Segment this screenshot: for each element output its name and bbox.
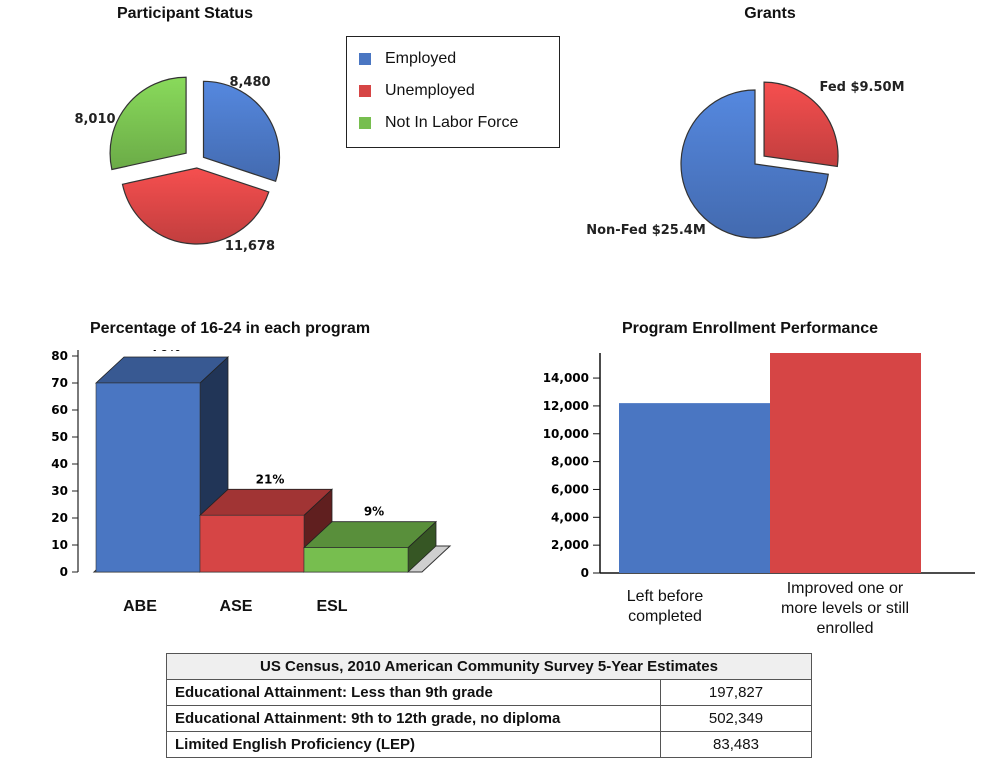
legend-label-not-in-labor-force: Not In Labor Force bbox=[385, 114, 519, 131]
grants-pie: Non-Fed $25.4M Fed $9.50M bbox=[586, 80, 905, 239]
percentage-3d-bar-chart: 0 10 20 30 40 50 60 70 80 70% 21% 9% bbox=[51, 350, 452, 579]
participant-status-title: Participant Status bbox=[116, 5, 254, 22]
census-row-label: Educational Attainment: 9th to 12th grad… bbox=[166, 705, 661, 732]
y-tick-label: 0 bbox=[581, 566, 589, 580]
pie-slice-not-in-labor-force bbox=[109, 76, 187, 171]
y-tick-label: 10 bbox=[51, 538, 68, 552]
y-tick-label: 4,000 bbox=[551, 510, 589, 524]
legend-swatch-employed bbox=[359, 53, 371, 65]
pie-value-label-unemployed: 11,678 bbox=[225, 239, 275, 254]
y-tick-label: 12,000 bbox=[543, 399, 589, 413]
bar-value-label-ase: 21% bbox=[256, 472, 285, 486]
bar-ase bbox=[199, 515, 305, 573]
legend-item-unemployed: Unemployed bbox=[359, 81, 475, 101]
participant-status-pie: 8,480 11,678 8,010 bbox=[74, 75, 281, 254]
enrollment-chart-title: Program Enrollment Performance bbox=[621, 320, 879, 337]
bar-value-label-abe: 70% bbox=[152, 350, 181, 354]
bar-value-label-esl: 9% bbox=[364, 505, 384, 519]
y-tick-label: 20 bbox=[51, 511, 68, 525]
census-row-label: Limited English Proficiency (LEP) bbox=[166, 731, 661, 758]
y-tick-label: 70 bbox=[51, 376, 68, 390]
y-tick-label: 50 bbox=[51, 430, 68, 444]
census-row-label: Educational Attainment: Less than 9th gr… bbox=[166, 679, 661, 706]
census-table: US Census, 2010 American Community Surve… bbox=[166, 653, 812, 758]
legend-swatch-not-in-labor-force bbox=[359, 117, 371, 129]
legend-label-unemployed: Unemployed bbox=[385, 82, 475, 99]
y-tick-label: 40 bbox=[51, 457, 68, 471]
category-label-esl: ESL bbox=[316, 598, 348, 615]
category-label-improved-levels: Improved one or more levels or still enr… bbox=[780, 580, 910, 637]
pie-value-label-non-fed: Non-Fed $25.4M bbox=[586, 223, 706, 238]
census-table-header-row: US Census, 2010 American Community Surve… bbox=[166, 653, 812, 680]
pie-slice-non-fed bbox=[680, 89, 829, 239]
census-row-value: 197,827 bbox=[660, 679, 812, 706]
participant-legend: Employed Unemployed Not In Labor Force bbox=[346, 36, 560, 148]
legend-swatch-unemployed bbox=[359, 85, 371, 97]
bar-esl bbox=[303, 547, 409, 573]
y-tick-label: 8,000 bbox=[551, 455, 589, 469]
y-tick-label: 2,000 bbox=[551, 538, 589, 552]
legend-item-not-in-labor-force: Not In Labor Force bbox=[359, 113, 518, 133]
y-tick-label: 6,000 bbox=[551, 482, 589, 496]
legend-label-employed: Employed bbox=[385, 50, 457, 67]
category-label-left-before-completed: Left before completed bbox=[626, 588, 704, 625]
category-label-abe: ABE bbox=[123, 598, 157, 615]
y-tick-label: 14,000 bbox=[543, 371, 589, 385]
pie-value-label-fed: Fed $9.50M bbox=[819, 80, 904, 95]
bar-improved-one-or-more-levels-or bbox=[770, 353, 921, 573]
pie-value-label-employed: 8,480 bbox=[229, 75, 270, 90]
y-tick-label: 10,000 bbox=[543, 427, 589, 441]
grants-title: Grants bbox=[744, 5, 796, 22]
table-row: Limited English Proficiency (LEP) 83,483 bbox=[166, 731, 812, 758]
percentage-chart-title: Percentage of 16-24 in each program bbox=[89, 320, 371, 337]
census-row-value: 502,349 bbox=[660, 705, 812, 732]
enrollment-bar-chart: 0 2,000 4,000 6,000 8,000 10,000 12,000 14,000 bbox=[543, 353, 975, 580]
legend-item-employed: Employed bbox=[359, 49, 456, 69]
pie-slice-unemployed bbox=[121, 167, 270, 245]
bar-abe bbox=[95, 382, 201, 573]
table-row: Educational Attainment: 9th to 12th grad… bbox=[166, 705, 812, 732]
pie-slice-fed bbox=[763, 81, 839, 168]
y-tick-label: 60 bbox=[51, 403, 68, 417]
category-label-ase: ASE bbox=[219, 598, 253, 615]
y-tick-label: 0 bbox=[60, 565, 68, 579]
pie-slice-employed bbox=[202, 80, 281, 183]
census-row-value: 83,483 bbox=[660, 731, 812, 758]
bar-left-before-completed bbox=[619, 403, 770, 573]
census-table-title: US Census, 2010 American Community Surve… bbox=[166, 653, 812, 680]
y-tick-label: 80 bbox=[51, 350, 68, 363]
pie-value-label-not-in-labor-force: 8,010 bbox=[74, 112, 115, 127]
y-tick-label: 30 bbox=[51, 484, 68, 498]
table-row: Educational Attainment: Less than 9th gr… bbox=[166, 679, 812, 706]
